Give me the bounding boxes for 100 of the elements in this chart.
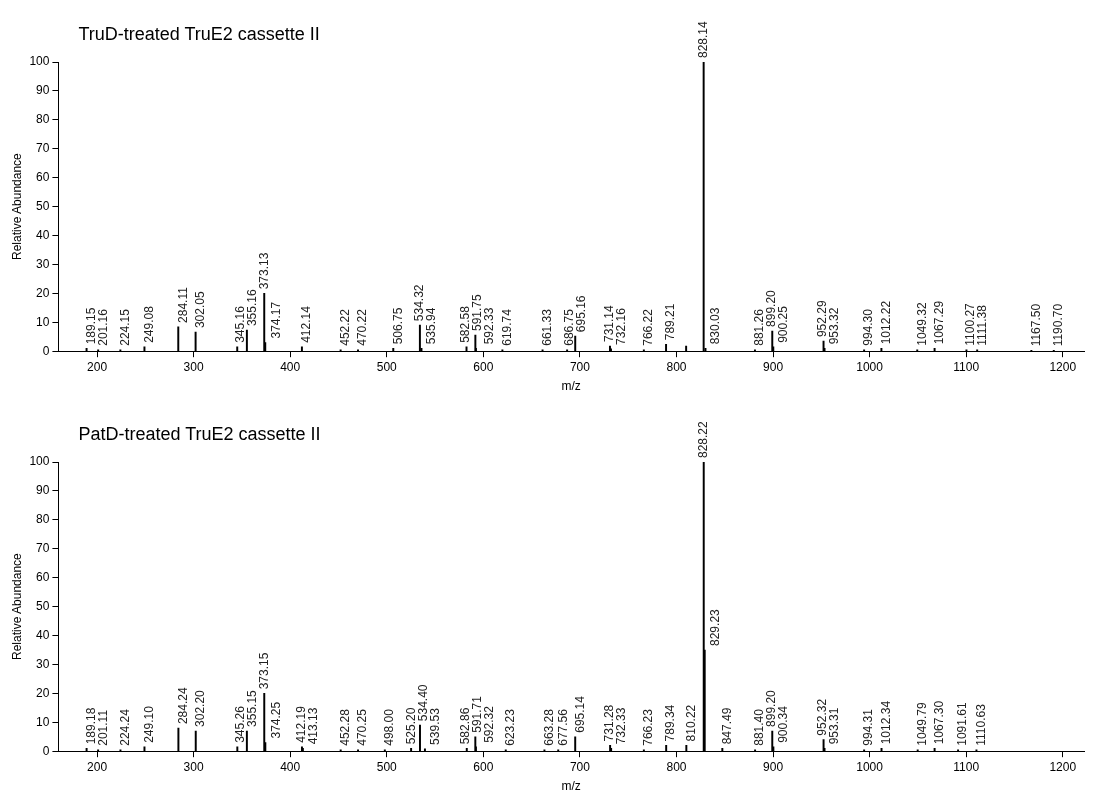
annotation: 249.08 xyxy=(141,305,156,343)
y-tick-label: 70 xyxy=(36,141,50,156)
annotation: 355.16 xyxy=(244,289,259,327)
y-axis-title: Relative Abundance xyxy=(9,152,24,260)
annotation: 828.22 xyxy=(695,420,710,458)
annotation: 1049.79 xyxy=(915,702,930,746)
x-tick-label: 300 xyxy=(183,359,204,374)
annotation: 582.86 xyxy=(457,707,472,745)
x-axis-title: m/z xyxy=(561,379,581,394)
y-tick-label: 20 xyxy=(36,685,50,700)
annotation: 374.25 xyxy=(268,701,283,739)
annotation: 355.15 xyxy=(244,689,259,727)
annotation: 952.32 xyxy=(815,698,830,736)
y-tick-label: 80 xyxy=(36,512,50,527)
x-tick-label: 600 xyxy=(473,759,494,774)
annotation: 535.94 xyxy=(424,307,438,345)
annotation: 1111.38 xyxy=(975,304,990,346)
annotation: 582.58 xyxy=(457,305,472,343)
y-tick-label: 10 xyxy=(36,714,50,729)
annotation: 1091.61 xyxy=(955,702,970,746)
y-tick-label: 100 xyxy=(29,54,50,69)
annotation: 619.74 xyxy=(499,308,514,346)
x-tick-label: 700 xyxy=(569,759,591,774)
annotation: 695.16 xyxy=(574,295,589,333)
annotation: 498.00 xyxy=(382,708,397,746)
x-tick-label: 200 xyxy=(87,359,108,374)
y-tick-label: 20 xyxy=(36,285,50,300)
annotation: 661.33 xyxy=(539,308,554,346)
x-tick-label: 200 xyxy=(87,759,108,774)
annotation: 830.03 xyxy=(707,307,722,345)
y-tick-label: 100 xyxy=(29,454,50,469)
y-tick-label: 50 xyxy=(36,198,50,213)
annotation: 592.32 xyxy=(481,705,496,743)
annotation: 732.16 xyxy=(613,307,628,345)
chart-title: TruD-treated TruE2 cassette II xyxy=(78,24,320,44)
y-tick-label: 60 xyxy=(36,169,50,184)
annotation: 284.24 xyxy=(175,687,190,725)
annotation: 1167.50 xyxy=(1028,303,1043,347)
annotation: 470.25 xyxy=(355,708,370,746)
y-tick-label: 30 xyxy=(36,656,50,671)
x-tick-label: 700 xyxy=(569,359,591,374)
annotation: 900.34 xyxy=(776,705,791,743)
x-tick-label: 300 xyxy=(183,759,204,774)
annotation: 201.11 xyxy=(95,709,110,746)
annotation: 1012.22 xyxy=(878,300,893,345)
y-tick-label: 60 xyxy=(36,569,50,584)
chart-title: PatD-treated TruE2 cassette II xyxy=(78,424,321,444)
annotation: 1110.63 xyxy=(973,703,988,746)
y-tick-label: 10 xyxy=(36,314,50,329)
annotation: 534.32 xyxy=(412,284,426,322)
annotation: 345.26 xyxy=(232,705,247,743)
x-tick-label: 800 xyxy=(666,359,687,374)
annotation: 373.15 xyxy=(256,652,271,690)
annotation: 249.10 xyxy=(141,705,156,743)
annotation: 828.14 xyxy=(695,20,710,58)
x-tick-label: 500 xyxy=(376,759,398,774)
annotation: 525.20 xyxy=(403,707,418,745)
x-tick-label: 1100 xyxy=(953,759,980,774)
y-tick-label: 40 xyxy=(36,627,50,642)
annotation: 374.17 xyxy=(268,301,283,339)
annotation: 189.18 xyxy=(83,707,98,745)
y-tick-label: 70 xyxy=(36,541,50,556)
x-tick-label: 1200 xyxy=(1049,759,1077,774)
y-tick-label: 0 xyxy=(42,343,50,358)
annotation: 766.22 xyxy=(641,308,656,346)
annotation: 224.15 xyxy=(117,308,132,346)
annotation: 677.56 xyxy=(555,708,570,746)
annotation: 591.71 xyxy=(469,695,484,733)
annotation: 1012.34 xyxy=(878,700,893,745)
annotation: 899.20 xyxy=(764,689,779,727)
annotation: 953.32 xyxy=(827,307,842,345)
annotation: 345.16 xyxy=(232,305,247,343)
y-tick-label: 50 xyxy=(36,598,50,613)
annotation: 539.53 xyxy=(427,707,442,745)
y-tick-label: 80 xyxy=(36,112,50,127)
annotation: 189.15 xyxy=(83,307,98,345)
annotation: 952.29 xyxy=(815,300,830,338)
annotation: 847.49 xyxy=(719,707,734,745)
annotation: 731.14 xyxy=(601,304,616,342)
annotation: 994.30 xyxy=(861,308,876,346)
y-tick-label: 30 xyxy=(36,256,50,271)
y-axis-title: Relative Abundance xyxy=(9,552,24,660)
annotation: 881.26 xyxy=(752,308,767,346)
x-tick-label: 1200 xyxy=(1049,359,1077,374)
x-axis-title: m/z xyxy=(561,779,581,794)
annotation: 452.22 xyxy=(337,308,352,346)
x-tick-label: 600 xyxy=(473,359,494,374)
x-tick-label: 1000 xyxy=(856,359,884,374)
annotation: 881.40 xyxy=(752,708,767,746)
annotation: 470.22 xyxy=(355,308,370,346)
annotation: 1049.32 xyxy=(914,302,929,346)
annotation: 731.28 xyxy=(601,704,616,742)
annotation: 810.22 xyxy=(683,704,698,742)
annotation: 302.20 xyxy=(193,689,208,727)
annotation: 591.75 xyxy=(469,293,484,331)
annotation: 953.31 xyxy=(827,707,842,745)
annotation: 695.14 xyxy=(572,695,587,733)
annotation: 623.23 xyxy=(503,708,518,746)
annotation: 789.34 xyxy=(663,704,678,742)
y-tick-label: 90 xyxy=(36,483,50,498)
